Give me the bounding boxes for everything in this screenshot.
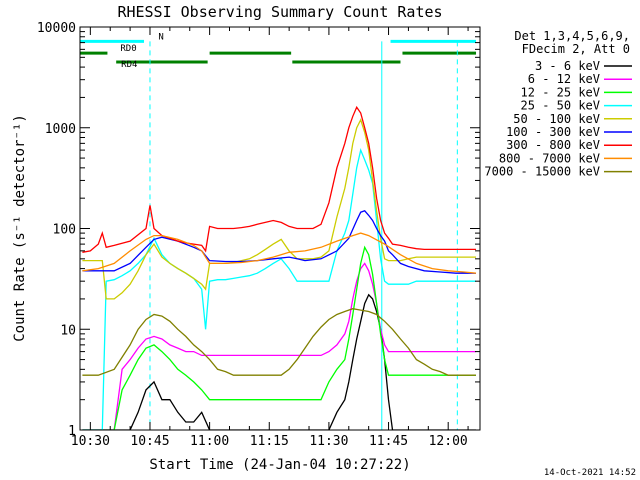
annotation-layer: N RD0 RD4 [80, 32, 477, 70]
series-line [82, 232, 477, 274]
series-line [82, 210, 476, 274]
x-tick-label: 11:15 [250, 434, 289, 449]
legend-label: 25 - 50 keV [521, 99, 600, 113]
legend-label: 7000 - 15000 keV [484, 165, 600, 179]
y-axis: 1 10 100 1000 10000 [37, 21, 480, 439]
series-layer [82, 105, 477, 430]
legend-header-line-2: FDecim 2, Att 0 [522, 42, 630, 56]
series-line [82, 308, 476, 376]
series-line [82, 245, 476, 430]
y-axis-label: Count Rate (s⁻¹ detector⁻¹) [12, 114, 28, 342]
legend-label: 300 - 800 keV [506, 138, 600, 152]
legend: Det 1,3,4,5,6,9, FDecim 2, Att 0 3 - 6 k… [484, 29, 632, 179]
x-tick-label: 11:00 [190, 434, 229, 449]
x-tick-label: 11:45 [369, 434, 408, 449]
y-tick-label: 10000 [37, 21, 76, 36]
legend-label: 100 - 300 keV [506, 125, 600, 139]
legend-label: 12 - 25 keV [521, 85, 600, 99]
legend-label: 50 - 100 keV [513, 112, 600, 126]
x-tick-label: 11:30 [309, 434, 348, 449]
y-tick-label: 1000 [45, 122, 76, 137]
series-line [82, 118, 476, 300]
plot-frame [79, 26, 481, 431]
y-tick-label: 100 [53, 223, 76, 238]
series-line [82, 293, 476, 430]
x-tick-label: 12:00 [429, 434, 468, 449]
y-tick-label: 10 [60, 323, 76, 338]
x-tick-label: 10:30 [71, 434, 110, 449]
annotation-label: RD0 [120, 44, 136, 54]
y-tick-label: 1 [68, 424, 76, 439]
annotation-label: N [158, 32, 163, 42]
series-line [82, 147, 476, 430]
series-line [82, 262, 476, 430]
legend-label: 800 - 7000 keV [499, 151, 600, 165]
series-line [82, 105, 476, 253]
annotation-label: RD4 [121, 60, 137, 70]
legend-label: 6 - 12 keV [528, 72, 600, 86]
legend-label: 3 - 6 keV [535, 59, 600, 73]
x-axis-label: Start Time (24-Jan-04 10:27:22) [149, 457, 410, 473]
time-markers [149, 41, 458, 430]
plot-region: N RD0 RD4 [80, 32, 477, 430]
legend-header-line-1: Det 1,3,4,5,6,9, [514, 29, 630, 43]
x-tick-label: 10:45 [130, 434, 169, 449]
x-axis: 10:30 10:45 11:00 11:15 11:30 11:45 12:00 [71, 27, 469, 449]
timestamp: 14-Oct-2021 14:52 [544, 468, 636, 478]
chart-title: RHESSI Observing Summary Count Rates [117, 3, 442, 21]
